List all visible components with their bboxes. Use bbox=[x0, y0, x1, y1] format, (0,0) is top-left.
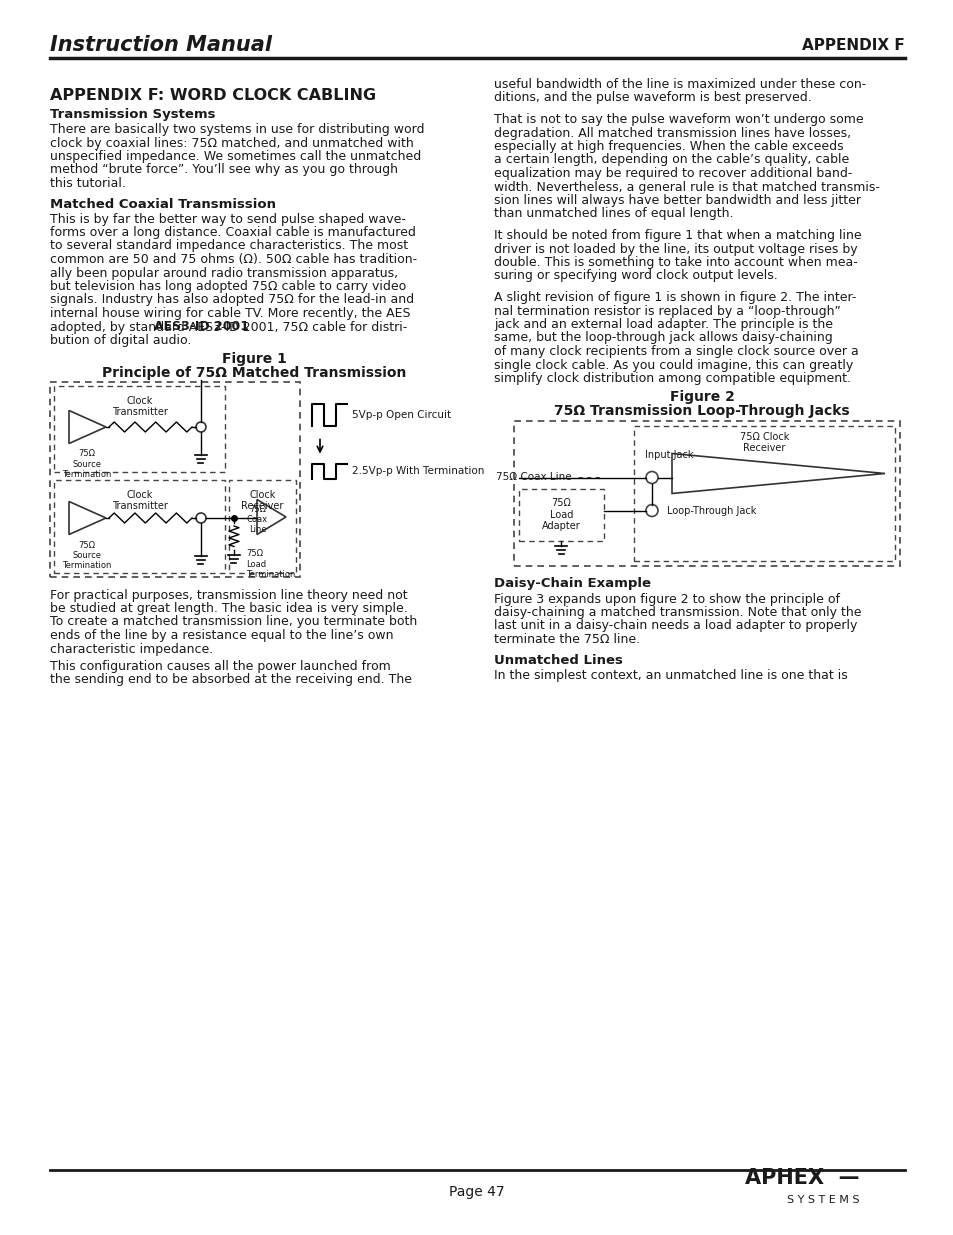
Text: 2.5Vp-p With Termination: 2.5Vp-p With Termination bbox=[352, 466, 484, 475]
Text: signals. Industry has also adopted 75Ω for the lead-in and: signals. Industry has also adopted 75Ω f… bbox=[50, 294, 414, 306]
Text: APPENDIX F: APPENDIX F bbox=[801, 37, 904, 53]
Text: Figure 3 expands upon figure 2 to show the principle of: Figure 3 expands upon figure 2 to show t… bbox=[494, 593, 840, 605]
Bar bbox=[54, 385, 225, 472]
Text: ally been popular around radio transmission apparatus,: ally been popular around radio transmiss… bbox=[50, 267, 397, 279]
Bar bbox=[54, 479, 225, 573]
Text: There are basically two systems in use for distributing word: There are basically two systems in use f… bbox=[50, 124, 424, 136]
Text: of many clock recipients from a single clock source over a: of many clock recipients from a single c… bbox=[494, 345, 858, 358]
Text: Instruction Manual: Instruction Manual bbox=[50, 35, 272, 56]
Text: 75Ω
Source
Termination: 75Ω Source Termination bbox=[62, 450, 112, 479]
Text: Daisy-Chain Example: Daisy-Chain Example bbox=[494, 578, 650, 590]
Text: Page 47: Page 47 bbox=[449, 1186, 504, 1199]
Text: the sending end to be absorbed at the receiving end. The: the sending end to be absorbed at the re… bbox=[50, 673, 412, 687]
Text: Input Jack: Input Jack bbox=[644, 450, 693, 459]
Text: clock by coaxial lines: 75Ω matched, and unmatched with: clock by coaxial lines: 75Ω matched, and… bbox=[50, 137, 414, 149]
Text: 75Ω Transmission Loop-Through Jacks: 75Ω Transmission Loop-Through Jacks bbox=[554, 405, 849, 419]
Bar bbox=[50, 382, 299, 577]
Text: single clock cable. As you could imagine, this can greatly: single clock cable. As you could imagine… bbox=[494, 358, 852, 372]
Text: common are 50 and 75 ohms (Ω). 50Ω cable has tradition-: common are 50 and 75 ohms (Ω). 50Ω cable… bbox=[50, 253, 416, 266]
Text: APHEX  —: APHEX — bbox=[744, 1168, 859, 1188]
Text: ends of the line by a resistance equal to the line’s own: ends of the line by a resistance equal t… bbox=[50, 629, 393, 642]
Text: same, but the loop-through jack allows daisy-chaining: same, but the loop-through jack allows d… bbox=[494, 331, 832, 345]
Text: 75Ω Coax Line  – – –: 75Ω Coax Line – – – bbox=[496, 473, 599, 483]
Text: That is not to say the pulse waveform won’t undergo some: That is not to say the pulse waveform wo… bbox=[494, 112, 862, 126]
Text: 75Ω
Load
Termination: 75Ω Load Termination bbox=[246, 550, 295, 579]
Text: Figure 2: Figure 2 bbox=[669, 390, 734, 405]
Text: AES3-ID 2001: AES3-ID 2001 bbox=[153, 321, 249, 333]
Text: internal house wiring for cable TV. More recently, the AES: internal house wiring for cable TV. More… bbox=[50, 308, 410, 320]
Text: A slight revision of figure 1 is shown in figure 2. The inter-: A slight revision of figure 1 is shown i… bbox=[494, 291, 856, 304]
Text: For practical purposes, transmission line theory need not: For practical purposes, transmission lin… bbox=[50, 589, 407, 601]
Text: It should be noted from figure 1 that when a matching line: It should be noted from figure 1 that wh… bbox=[494, 228, 861, 242]
Text: nal termination resistor is replaced by a “loop-through”: nal termination resistor is replaced by … bbox=[494, 305, 840, 317]
Text: driver is not loaded by the line, its output voltage rises by: driver is not loaded by the line, its ou… bbox=[494, 242, 857, 256]
Text: suring or specifying word clock output levels.: suring or specifying word clock output l… bbox=[494, 269, 777, 283]
Text: 75Ω
Source
Termination: 75Ω Source Termination bbox=[62, 541, 112, 571]
Text: bution of digital audio.: bution of digital audio. bbox=[50, 333, 192, 347]
Bar bbox=[634, 426, 894, 561]
Text: 75Ω Clock
Receiver: 75Ω Clock Receiver bbox=[739, 431, 788, 453]
Text: degradation. All matched transmission lines have losses,: degradation. All matched transmission li… bbox=[494, 126, 850, 140]
Text: Unmatched Lines: Unmatched Lines bbox=[494, 655, 622, 667]
Text: unspecified impedance. We sometimes call the unmatched: unspecified impedance. We sometimes call… bbox=[50, 149, 421, 163]
Text: This is by far the better way to send pulse shaped wave-: This is by far the better way to send pu… bbox=[50, 212, 405, 226]
Text: than unmatched lines of equal length.: than unmatched lines of equal length. bbox=[494, 207, 733, 221]
Text: Transmission Systems: Transmission Systems bbox=[50, 107, 215, 121]
Text: APPENDIX F: WORD CLOCK CABLING: APPENDIX F: WORD CLOCK CABLING bbox=[50, 88, 375, 103]
Text: useful bandwidth of the line is maximized under these con-: useful bandwidth of the line is maximize… bbox=[494, 78, 865, 91]
Bar bbox=[229, 479, 295, 573]
Text: last unit in a daisy-chain needs a load adapter to properly: last unit in a daisy-chain needs a load … bbox=[494, 620, 857, 632]
Text: characteristic impedance.: characteristic impedance. bbox=[50, 642, 213, 656]
Text: forms over a long distance. Coaxial cable is manufactured: forms over a long distance. Coaxial cabl… bbox=[50, 226, 416, 240]
Text: width. Nevertheless, a general rule is that matched transmis-: width. Nevertheless, a general rule is t… bbox=[494, 180, 879, 194]
Text: Clock
Receiver: Clock Receiver bbox=[241, 489, 283, 511]
Text: S Y S T E M S: S Y S T E M S bbox=[786, 1195, 859, 1205]
Text: daisy-chaining a matched transmission. Note that only the: daisy-chaining a matched transmission. N… bbox=[494, 606, 861, 619]
Text: double. This is something to take into account when mea-: double. This is something to take into a… bbox=[494, 256, 857, 269]
Text: be studied at great length. The basic idea is very simple.: be studied at great length. The basic id… bbox=[50, 601, 407, 615]
Text: method “brute force”. You’ll see why as you go through: method “brute force”. You’ll see why as … bbox=[50, 163, 397, 177]
Text: jack and an external load adapter. The principle is the: jack and an external load adapter. The p… bbox=[494, 317, 832, 331]
Text: adopted, by standard AES3-ID 2001, 75Ω cable for distri-: adopted, by standard AES3-ID 2001, 75Ω c… bbox=[50, 321, 407, 333]
Text: 5Vp-p Open Circuit: 5Vp-p Open Circuit bbox=[352, 410, 451, 420]
Text: equalization may be required to recover additional band-: equalization may be required to recover … bbox=[494, 167, 851, 180]
Text: In the simplest context, an unmatched line is one that is: In the simplest context, an unmatched li… bbox=[494, 669, 847, 683]
Text: Loop-Through Jack: Loop-Through Jack bbox=[666, 505, 756, 515]
Text: Clock
Transmitter: Clock Transmitter bbox=[112, 489, 168, 511]
Text: This configuration causes all the power launched from: This configuration causes all the power … bbox=[50, 659, 391, 673]
Text: ditions, and the pulse waveform is best preserved.: ditions, and the pulse waveform is best … bbox=[494, 91, 811, 105]
Text: a certain length, depending on the cable’s quality, cable: a certain length, depending on the cable… bbox=[494, 153, 848, 167]
Text: 75Ω
Coax
Line: 75Ω Coax Line bbox=[247, 505, 268, 535]
Text: Figure 1: Figure 1 bbox=[221, 352, 286, 366]
Text: simplify clock distribution among compatible equipment.: simplify clock distribution among compat… bbox=[494, 372, 850, 385]
Text: To create a matched transmission line, you terminate both: To create a matched transmission line, y… bbox=[50, 615, 416, 629]
Text: Clock
Transmitter: Clock Transmitter bbox=[112, 395, 168, 417]
Bar bbox=[518, 489, 603, 541]
Text: Principle of 75Ω Matched Transmission: Principle of 75Ω Matched Transmission bbox=[102, 366, 406, 379]
Text: 75Ω
Load
Adapter: 75Ω Load Adapter bbox=[541, 498, 580, 531]
Text: this tutorial.: this tutorial. bbox=[50, 177, 126, 190]
Text: Matched Coaxial Transmission: Matched Coaxial Transmission bbox=[50, 198, 275, 210]
Text: sion lines will always have better bandwidth and less jitter: sion lines will always have better bandw… bbox=[494, 194, 861, 207]
Text: especially at high frequencies. When the cable exceeds: especially at high frequencies. When the… bbox=[494, 140, 842, 153]
Text: but television has long adopted 75Ω cable to carry video: but television has long adopted 75Ω cabl… bbox=[50, 280, 406, 293]
Bar bbox=[514, 420, 899, 566]
Text: to several standard impedance characteristics. The most: to several standard impedance characteri… bbox=[50, 240, 408, 252]
Text: terminate the 75Ω line.: terminate the 75Ω line. bbox=[494, 634, 639, 646]
